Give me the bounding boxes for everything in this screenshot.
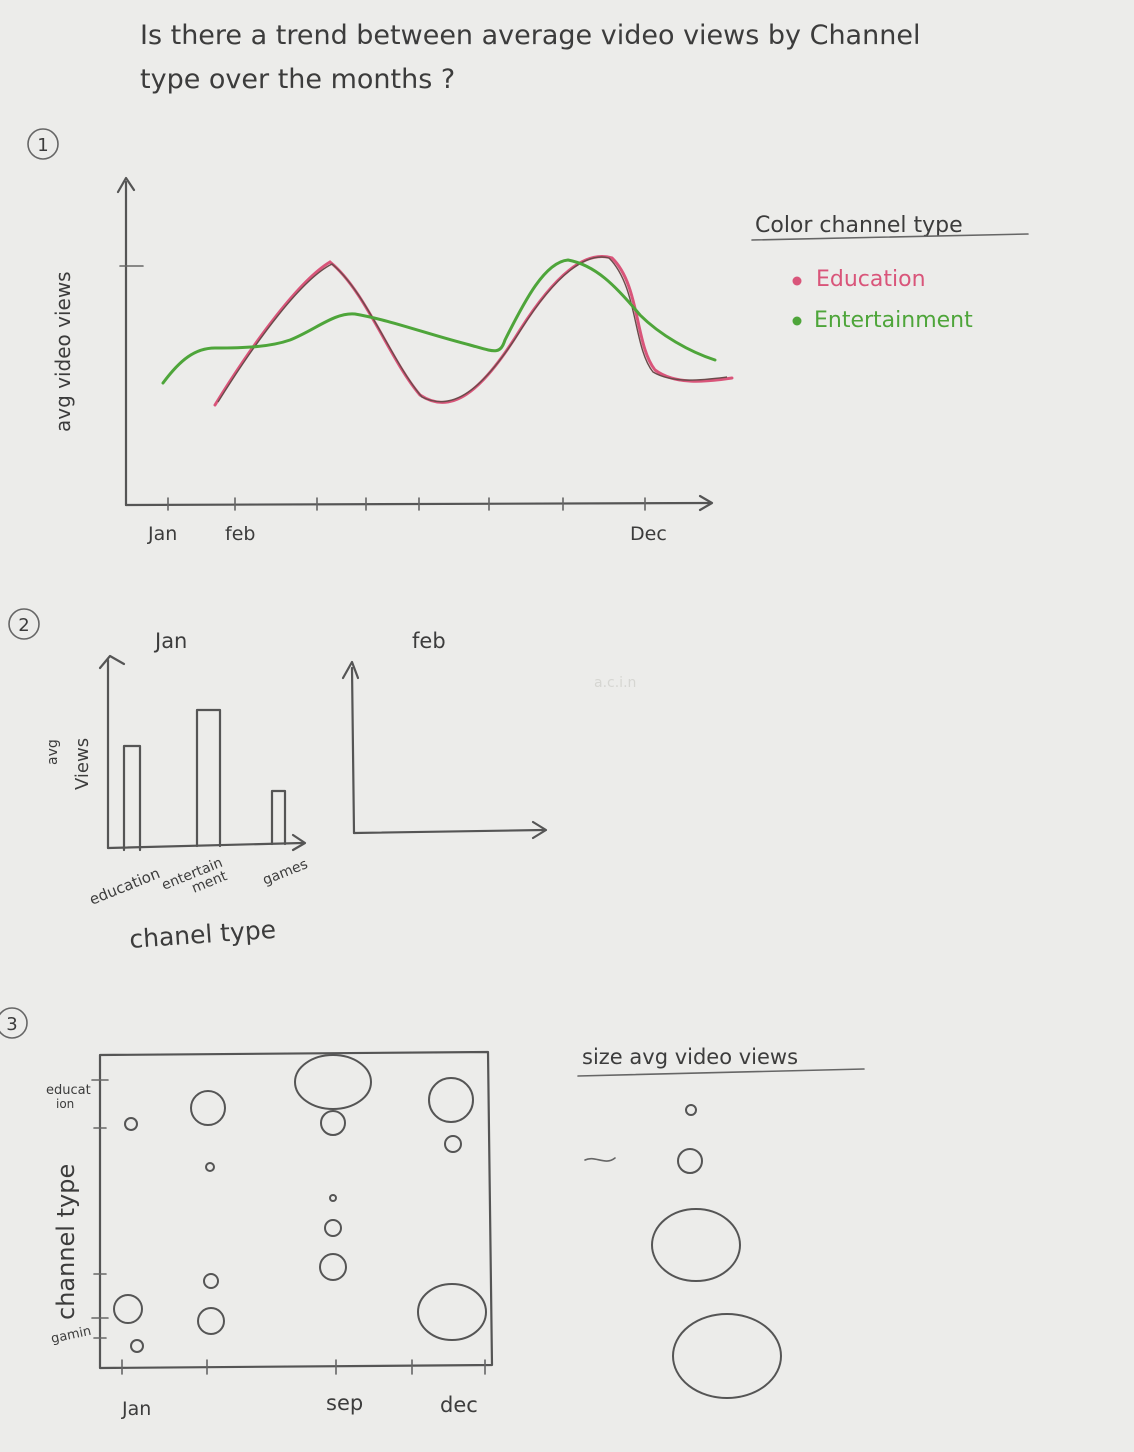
question-line-1: Is there a trend between average video v… (140, 20, 920, 51)
sketch-2: 2 avg Views Jan feb a.c.i.n education en… (8, 608, 636, 954)
sketch-1-xtick-dec: Dec (630, 523, 667, 545)
sketch-1-legend-title: Color channel type (755, 213, 963, 238)
sketch-2-panel-2-y-arrow (341, 660, 360, 680)
sketch-3-x-ticks (121, 1359, 486, 1375)
sketch-1-x-arrow (698, 494, 714, 512)
sketch-2-panel-2-x-arrow (531, 820, 548, 840)
bubble (294, 1054, 372, 1110)
sketch-2-cat-games: games (261, 856, 311, 888)
education-pencil-trace (217, 256, 728, 403)
legend-entertainment-dot (792, 316, 802, 326)
sketch-2-xlabel: chanel type (128, 915, 277, 954)
sketch-1-y-arrow (116, 176, 136, 194)
sketch-2-bars (122, 708, 287, 852)
sketch-1-number-circle (27, 128, 59, 160)
bar-games (270, 789, 287, 846)
bubble (113, 1294, 143, 1324)
sketch-1: 1 avg video views Jan feb Dec Color chan… (27, 128, 1029, 545)
bubble (320, 1110, 346, 1136)
entertainment-line (161, 258, 717, 385)
bubble (417, 1283, 487, 1341)
legend-entertainment-label: Entertainment (814, 308, 973, 333)
size-legend-bubble (672, 1313, 782, 1399)
legend-education-label: Education (816, 267, 926, 292)
sketch-2-panel-1-x-arrow (291, 833, 307, 852)
sketch-2-panel-2-title: feb (412, 629, 446, 653)
sketch-2-panel-2-x-axis (352, 828, 545, 835)
bubble (197, 1307, 225, 1335)
sketch-2-number-circle (8, 608, 40, 640)
sketch-2-number: 2 (18, 615, 29, 636)
legend-education-dot (792, 276, 802, 286)
sketch-3-xtick-dec: dec (440, 1393, 478, 1417)
sketch-2-panel-1-title: Jan (153, 629, 187, 653)
sketch-2-ylabel-2: Views (72, 738, 93, 790)
sketch-2-cat-education: education (87, 864, 163, 909)
size-legend-bubble (651, 1208, 741, 1282)
size-legend-bubble (685, 1104, 697, 1116)
sketch-3-number-circle (0, 1007, 28, 1039)
bubble (329, 1194, 337, 1202)
bubble (130, 1339, 144, 1353)
bubble (319, 1253, 347, 1281)
bubble (428, 1077, 474, 1123)
bubble (124, 1117, 138, 1131)
question-line-2: type over the months ? (140, 64, 455, 95)
sketch-3-ylabel: channel type (52, 1164, 80, 1320)
sketch-1-xtick-feb: feb (225, 523, 255, 545)
sketch-3-ytick-gamin: gamin (50, 1324, 93, 1347)
sketch-3: 3 channel type educat ion gamin Jan sep … (0, 1007, 865, 1420)
sketch-2-panel-1-y-arrow (98, 654, 126, 670)
sketch-3-stray-mark (584, 1157, 616, 1162)
sketch-2-faint-text: a.c.i.n (594, 675, 636, 691)
bubble (444, 1135, 462, 1153)
size-legend-bubble (677, 1148, 703, 1174)
sketch-1-x-ticks (167, 497, 646, 511)
bar-entertainment (195, 708, 222, 848)
sketch-3-size-legend-underline (577, 1068, 865, 1077)
bubble (190, 1090, 226, 1126)
bubble (203, 1273, 219, 1289)
education-line (213, 255, 734, 407)
sketch-1-ylabel: avg video views (51, 271, 75, 432)
sketch-2-ylabel-1: avg (45, 739, 61, 765)
sketch-1-number: 1 (37, 135, 48, 156)
sketch-3-ytick-ion: ion (56, 1097, 74, 1111)
sketch-3-xtick-sep: sep (326, 1391, 363, 1415)
sketch-3-xtick-jan: Jan (121, 1398, 151, 1420)
bubble (205, 1162, 215, 1172)
bubble (324, 1219, 342, 1237)
sketch-1-legend-underline (751, 233, 1029, 241)
sketch-3-bubbles (113, 1054, 487, 1353)
sketch-2-panel-2-y-axis (350, 666, 356, 835)
sketch-3-size-legend-title: size avg video views (582, 1045, 798, 1069)
sketch-3-y-ticks (91, 1079, 109, 1339)
bar-education (122, 744, 142, 852)
sketch-3-number: 3 (6, 1014, 17, 1035)
sketch-1-xtick-jan: Jan (147, 523, 177, 545)
sketch-3-ytick-educat: educat (46, 1083, 91, 1098)
sketch-3-frame (98, 1050, 494, 1370)
sketch-1-x-axis (124, 501, 712, 507)
